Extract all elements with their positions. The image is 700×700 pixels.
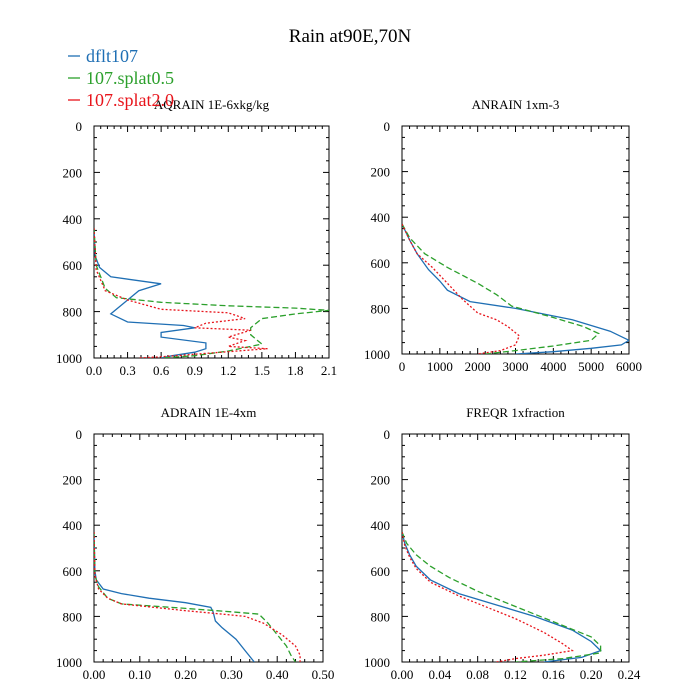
- x-tick-label: 0.20: [580, 667, 603, 682]
- series-line-dflt107: [94, 228, 207, 358]
- x-tick-label: 0.30: [220, 667, 243, 682]
- y-tick-label: 1000: [56, 351, 82, 366]
- x-tick-label: 0.24: [618, 667, 641, 682]
- y-tick-label: 1000: [56, 655, 82, 670]
- panel-4: FREQR 1xfraction 0.00 0.04 0.08 0.12 0.16 0.20…: [364, 405, 641, 682]
- chart-panels: AQRAIN 1E-6xkg/kg 0.0 0.3 0.6 0.9 1.2 1.5 1.8 2.…: [56, 97, 642, 682]
- series-line-107-splat2-0: [94, 228, 268, 358]
- panel-title: ADRAIN 1E-4xm: [161, 405, 257, 420]
- legend-item: dflt107: [68, 46, 138, 66]
- x-tick-label: 0.20: [174, 667, 197, 682]
- y-tick-label: 800: [371, 301, 391, 316]
- y-tick-label: 0: [76, 427, 83, 442]
- series-line-107-splat0-5: [94, 531, 297, 662]
- panel-2: ANRAIN 1xm-3 0 1000 2000 3000 4000 5000 6000 0 20…: [364, 97, 642, 374]
- y-tick-label: 1000: [364, 347, 390, 362]
- x-tick-label: 0.08: [466, 667, 489, 682]
- legend-item: 107.splat0.5: [68, 68, 174, 88]
- series-line-dflt107: [94, 531, 255, 662]
- x-tick-label: 6000: [616, 359, 642, 374]
- x-tick-label: 0.6: [153, 363, 170, 378]
- x-tick-label: 0.12: [504, 667, 527, 682]
- x-tick-label: 4000: [540, 359, 566, 374]
- panel-1: AQRAIN 1E-6xkg/kg 0.0 0.3 0.6 0.9 1.2 1.5 1.8 2.…: [56, 97, 337, 378]
- legend-label: dflt107: [86, 46, 138, 66]
- y-tick-label: 400: [371, 518, 391, 533]
- x-tick-label: 1000: [427, 359, 453, 374]
- y-tick-label: 600: [63, 564, 83, 579]
- x-tick-label: 2.1: [321, 363, 337, 378]
- y-tick-label: 0: [76, 119, 83, 134]
- series-line-107-splat0-5: [402, 531, 602, 662]
- y-tick-label: 600: [63, 258, 83, 273]
- x-tick-label: 3000: [503, 359, 529, 374]
- y-tick-label: 200: [63, 473, 83, 488]
- legend-item: 107.splat2.0: [68, 90, 174, 110]
- y-tick-label: 400: [371, 210, 391, 225]
- x-tick-label: 0.0: [86, 363, 102, 378]
- series-line-107-splat0-5: [94, 228, 329, 358]
- series-line-107-splat0-5: [402, 223, 600, 354]
- x-tick-label: 0.50: [312, 667, 335, 682]
- series-group: [402, 531, 602, 662]
- series-group: [94, 228, 329, 358]
- series-group: [94, 531, 301, 662]
- x-tick-label: 0.9: [187, 363, 203, 378]
- panel-title: AQRAIN 1E-6xkg/kg: [154, 97, 270, 112]
- x-tick-label: 1.2: [220, 363, 236, 378]
- legend-label: 107.splat0.5: [86, 68, 174, 88]
- plot-frame: [93, 125, 330, 359]
- plot-frame: [93, 433, 324, 663]
- x-tick-label: 0.3: [119, 363, 135, 378]
- x-tick-label: 0.00: [391, 667, 414, 682]
- x-tick-label: 5000: [578, 359, 604, 374]
- x-tick-label: 1.8: [287, 363, 303, 378]
- series-line-107-splat2-0: [402, 531, 574, 662]
- y-tick-label: 600: [371, 256, 391, 271]
- x-tick-label: 0.04: [428, 667, 451, 682]
- y-tick-label: 400: [63, 212, 83, 227]
- x-tick-label: 1.5: [254, 363, 270, 378]
- figure-title: Rain at90E,70N: [289, 26, 412, 47]
- series-group: [402, 223, 629, 354]
- x-tick-label: 0.16: [542, 667, 565, 682]
- x-tick-label: 0.10: [128, 667, 151, 682]
- panel-title: FREQR 1xfraction: [466, 405, 565, 420]
- panel-title: ANRAIN 1xm-3: [472, 97, 560, 112]
- y-tick-label: 0: [384, 427, 391, 442]
- legend-label: 107.splat2.0: [86, 90, 174, 110]
- y-tick-label: 200: [371, 473, 391, 488]
- y-tick-label: 800: [371, 609, 391, 624]
- series-line-dflt107: [402, 223, 629, 354]
- y-tick-label: 400: [63, 518, 83, 533]
- y-tick-label: 800: [63, 305, 83, 320]
- series-line-107-splat2-0: [94, 531, 301, 662]
- y-tick-label: 1000: [364, 655, 390, 670]
- y-tick-label: 800: [63, 609, 83, 624]
- series-line-107-splat2-0: [402, 223, 521, 354]
- y-tick-label: 200: [371, 165, 391, 180]
- y-tick-label: 600: [371, 564, 391, 579]
- y-tick-label: 0: [384, 119, 391, 134]
- x-tick-label: 2000: [465, 359, 491, 374]
- series-line-dflt107: [402, 531, 602, 662]
- x-tick-label: 0.00: [83, 667, 106, 682]
- plot-frame: [401, 433, 630, 663]
- x-tick-label: 0: [399, 359, 406, 374]
- panel-3: ADRAIN 1E-4xm 0.00 0.10 0.20 0.30 0.40 0.50 0 20…: [56, 405, 334, 682]
- plot-frame: [401, 125, 630, 355]
- x-tick-label: 0.40: [266, 667, 289, 682]
- y-tick-label: 200: [63, 165, 83, 180]
